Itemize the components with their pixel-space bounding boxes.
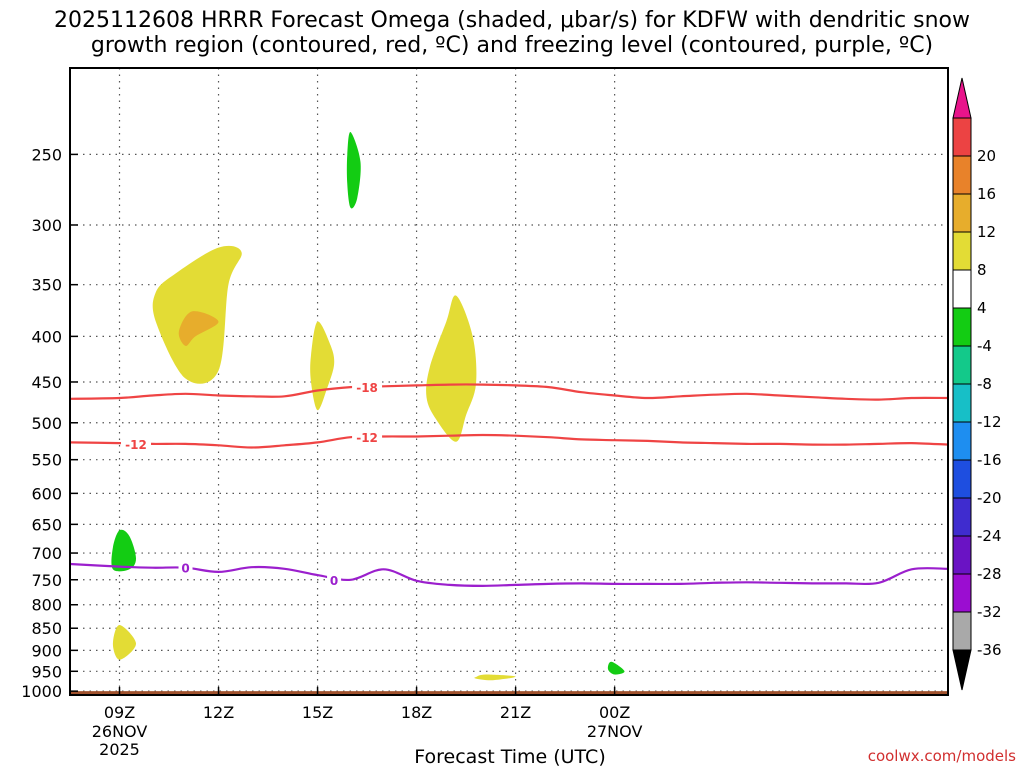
colorbar-label-6: -12 [977, 413, 1002, 431]
colorbar-label-2: -28 [977, 565, 1002, 583]
colorbar-bin-6 [952, 383, 972, 423]
colorbar-label-8: -4 [977, 337, 992, 355]
omega-minus4-low-right [607, 661, 625, 675]
colorbar-bin-10 [952, 231, 972, 271]
colorbar-bin-9 [952, 269, 972, 309]
colorbar-label-9: 4 [977, 299, 987, 317]
x-tick-label-09Z: 09Z [104, 703, 135, 722]
freezing-level-0-label-0: 0 [181, 562, 189, 576]
dgz-minus12-label-0: -12 [125, 438, 147, 452]
x-tick-label-15Z: 15Z [302, 703, 333, 722]
colorbar-bin-3 [952, 497, 972, 537]
chart-title-line-2: growth region (contoured, red, ºC) and f… [91, 33, 933, 58]
colorbar-label-10: 8 [977, 261, 987, 279]
dgz-minus12-line [69, 433, 949, 449]
colorbar-bin-2 [952, 535, 972, 575]
ground-surface [71, 691, 947, 694]
contour-lines: -18 -12 -12 0 0 [69, 379, 949, 588]
omega-4to8-mid2 [426, 295, 477, 442]
dgz-minus18-label-bg-0 [352, 379, 383, 395]
colorbar-bin-1 [952, 573, 972, 613]
colorbar-label-7: -8 [977, 375, 992, 393]
y-tick-label-850: 850 [31, 619, 62, 638]
colorbar-label-5: -16 [977, 451, 1002, 469]
y-tick-label-900: 900 [31, 641, 62, 660]
x-tick-label-12Z: 12Z [203, 703, 234, 722]
omega-4to8-mid1 [310, 321, 335, 411]
y-tick-label-750: 750 [31, 571, 62, 590]
colorbar-bin-5 [952, 421, 972, 461]
colorbar-label-0: -36 [977, 641, 1002, 659]
colorbar-label-11: 12 [977, 223, 996, 241]
freezing-level-0-line [69, 562, 949, 588]
colorbar-bin-4 [952, 459, 972, 499]
freezing-level-0-label-1: 0 [330, 574, 338, 588]
dgz-minus12-label-1: -12 [356, 431, 378, 445]
credit-text[interactable]: coolwx.com/models [868, 747, 1016, 765]
y-tick-label-700: 700 [31, 544, 62, 563]
colorbar-bin-8 [952, 307, 972, 347]
colorbar-label-1: -32 [977, 603, 1002, 621]
freezing-level-0-label-bg-1 [327, 571, 342, 587]
colorbar-bin-11 [952, 193, 972, 233]
y-tick-label-550: 550 [31, 451, 62, 470]
x-tick-label-00Z: 00Z [599, 703, 630, 722]
x-tick-date-00Z: 27NOV [587, 722, 643, 741]
dgz-minus12-label-bg-0 [121, 435, 152, 451]
x-tick-date-09Z: 26NOV [92, 722, 148, 741]
plot-background [70, 68, 948, 695]
colorbar-under-arrow [952, 649, 972, 691]
omega-8to12-upper-left [178, 311, 219, 346]
y-tick-label-350: 350 [31, 276, 62, 295]
y-tick-label-800: 800 [31, 596, 62, 615]
colorbar: -36 -32 -28 -24 -20 -16 -12 -8 -4 4 8 12 16 20 [952, 77, 1002, 691]
y-tick-label-950: 950 [31, 662, 62, 681]
colorbar-label-13: 20 [977, 147, 996, 165]
y-tick-label-300: 300 [31, 216, 62, 235]
colorbar-bin-0 [952, 611, 972, 651]
y-axis-ticks: 250 300 350 400 450 500 550 600 650 700 750 800 850 9… [21, 145, 78, 701]
y-tick-label-500: 500 [31, 414, 62, 433]
y-tick-label-1000: 1000 [21, 682, 62, 701]
chart-title-line-1: 2025112608 HRRR Forecast Omega (shaded, … [54, 8, 970, 33]
x-tick-year-09Z: 2025 [99, 740, 140, 759]
omega-minus4-low-left [111, 529, 136, 572]
x-axis-title: Forecast Time (UTC) [414, 746, 605, 768]
x-tick-label-21Z: 21Z [500, 703, 531, 722]
colorbar-label-12: 16 [977, 185, 996, 203]
omega-4to8-low-left [112, 625, 136, 660]
gridlines [70, 68, 948, 695]
ground-layer [71, 691, 947, 694]
y-tick-label-650: 650 [31, 515, 62, 534]
dgz-minus18-line [69, 383, 949, 401]
y-tick-label-600: 600 [31, 484, 62, 503]
colorbar-bin-7 [952, 345, 972, 385]
omega-4to8-low-mid [474, 674, 516, 681]
y-tick-label-400: 400 [31, 327, 62, 346]
colorbar-bin-13 [952, 117, 972, 157]
y-tick-label-450: 450 [31, 373, 62, 392]
freezing-level-0-label-bg-0 [178, 559, 193, 575]
colorbar-over-arrow [952, 77, 972, 119]
x-tick-label-18Z: 18Z [401, 703, 432, 722]
omega-shaded-regions [111, 132, 625, 681]
colorbar-bin-12 [952, 155, 972, 195]
omega-minus4-upper [346, 132, 361, 209]
colorbar-label-4: -20 [977, 489, 1002, 507]
dgz-minus12-label-bg-1 [352, 429, 383, 445]
colorbar-label-3: -24 [977, 527, 1002, 545]
y-tick-label-250: 250 [31, 145, 62, 164]
dgz-minus18-label-0: -18 [356, 381, 378, 395]
